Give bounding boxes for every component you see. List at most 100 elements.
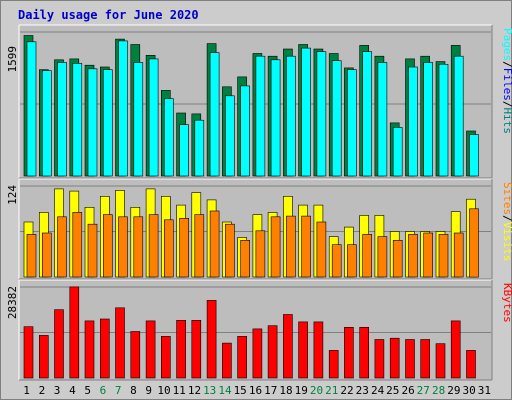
bar-sites-day-15 <box>240 240 250 278</box>
bar-pages-day-12 <box>194 119 205 177</box>
bar-pages-day-5 <box>87 68 98 177</box>
bar-pages-day-21 <box>331 60 342 177</box>
panel-visits-sites: 124 Sites/Visits <box>6 178 512 280</box>
bar-kbytes-day-5 <box>84 320 95 379</box>
legend-entry-pages: Pages <box>501 28 512 61</box>
x-tick-label-day-17: 17 <box>264 384 277 397</box>
bar-pages-day-27 <box>423 62 434 177</box>
bar-sites-day-22 <box>347 244 357 278</box>
bar-sites-day-24 <box>377 236 388 278</box>
x-tick-label-day-14: 14 <box>218 384 232 397</box>
bar-sites-day-4 <box>72 212 83 278</box>
legend-entry-hits: Hits <box>501 108 512 135</box>
bar-pages-day-29 <box>453 55 464 177</box>
bar-pages-day-3 <box>57 62 67 177</box>
bar-sites-day-19 <box>301 215 311 278</box>
bar-sites-day-9 <box>148 214 159 278</box>
x-tick-label-day-21: 21 <box>325 384 338 397</box>
x-tick-label-day-24: 24 <box>371 384 385 397</box>
bar-pages-day-23 <box>362 51 373 177</box>
bar-pages-day-13 <box>209 52 220 177</box>
bar-sites-day-21 <box>331 244 342 278</box>
bar-pages-day-22 <box>347 69 357 177</box>
bar-pages-day-2 <box>41 70 52 177</box>
x-tick-label-day-7: 7 <box>115 384 122 397</box>
bar-kbytes-day-21 <box>328 350 339 379</box>
bar-kbytes-day-13 <box>206 300 217 379</box>
bar-pages-day-6 <box>103 69 113 177</box>
bar-sites-day-11 <box>179 218 189 278</box>
bar-sites-day-14 <box>225 223 235 278</box>
bar-sites-day-6 <box>103 214 113 278</box>
x-tick-label-day-8: 8 <box>130 384 137 397</box>
bar-kbytes-day-2 <box>38 335 49 379</box>
bar-kbytes-day-4 <box>69 286 80 379</box>
bar-kbytes-day-12 <box>191 319 202 379</box>
bar-pages-day-19 <box>301 47 311 177</box>
bar-pages-day-28 <box>438 64 449 177</box>
x-tick-label-day-20: 20 <box>310 384 323 397</box>
bar-pages-day-26 <box>408 66 418 177</box>
bar-sites-day-5 <box>87 223 98 278</box>
bar-kbytes-day-27 <box>420 339 431 379</box>
y-max-tick-label: 28382 <box>6 286 19 319</box>
bar-kbytes-day-30 <box>466 350 476 379</box>
legend-entry-kbytes: KBytes <box>501 283 512 323</box>
x-tick-label-day-2: 2 <box>39 384 46 397</box>
y-max-tick-label: 1599 <box>6 46 19 73</box>
bar-pages-day-20 <box>316 51 327 177</box>
bar-sites-day-7 <box>118 216 128 278</box>
bar-sites-day-12 <box>194 214 205 278</box>
bar-sites-day-2 <box>41 232 52 278</box>
legend-separator: / <box>501 215 512 222</box>
y-max-tick-label: 124 <box>6 185 19 205</box>
bar-sites-day-29 <box>453 232 464 278</box>
legend-separator: / <box>501 61 512 68</box>
bar-kbytes-day-8 <box>130 331 141 379</box>
panel-legend: Pages/Files/Hits <box>501 28 512 134</box>
x-tick-label-day-5: 5 <box>84 384 91 397</box>
bar-sites-day-3 <box>57 216 67 278</box>
bar-sites-day-27 <box>423 232 434 278</box>
bar-pages-day-1 <box>26 41 37 177</box>
bar-sites-day-20 <box>316 221 327 278</box>
bar-pages-day-24 <box>377 62 388 177</box>
chart-title: Daily usage for June 2020 <box>18 8 199 22</box>
bar-pages-day-8 <box>133 62 144 177</box>
panel-legend: Sites/Visits <box>501 182 512 262</box>
bar-sites-day-30 <box>469 208 479 278</box>
bar-kbytes-day-16 <box>252 328 263 379</box>
bar-kbytes-day-17 <box>267 325 278 379</box>
bar-kbytes-day-18 <box>283 314 293 379</box>
bar-kbytes-day-9 <box>145 320 156 379</box>
bar-kbytes-day-14 <box>222 342 232 379</box>
bar-pages-day-11 <box>179 124 189 177</box>
x-tick-label-day-6: 6 <box>100 384 107 397</box>
x-tick-label-day-1: 1 <box>23 384 30 397</box>
bar-kbytes-day-26 <box>405 339 415 379</box>
bar-pages-day-9 <box>148 58 159 177</box>
legend-entry-visits: Visits <box>501 222 512 262</box>
legend-entry-files: Files <box>501 68 512 101</box>
bar-kbytes-day-10 <box>161 335 171 379</box>
bar-sites-day-10 <box>164 219 174 278</box>
bar-kbytes-day-3 <box>54 309 64 379</box>
x-tick-label-day-13: 13 <box>203 384 216 397</box>
bar-sites-day-28 <box>438 234 449 278</box>
bar-pages-day-10 <box>164 98 174 177</box>
x-tick-label-day-22: 22 <box>340 384 353 397</box>
bar-kbytes-day-7 <box>115 307 125 379</box>
bar-pages-day-16 <box>255 55 266 177</box>
bar-kbytes-day-1 <box>23 326 34 379</box>
bar-pages-day-18 <box>286 55 296 177</box>
x-tick-label-day-15: 15 <box>234 384 247 397</box>
bar-sites-day-25 <box>392 240 403 278</box>
x-tick-label-day-9: 9 <box>145 384 152 397</box>
bar-kbytes-day-28 <box>435 343 446 379</box>
x-tick-label-day-11: 11 <box>173 384 186 397</box>
panel-legend: KBytes <box>501 283 512 323</box>
bar-sites-day-1 <box>26 234 37 278</box>
x-tick-label-day-31: 31 <box>478 384 491 397</box>
